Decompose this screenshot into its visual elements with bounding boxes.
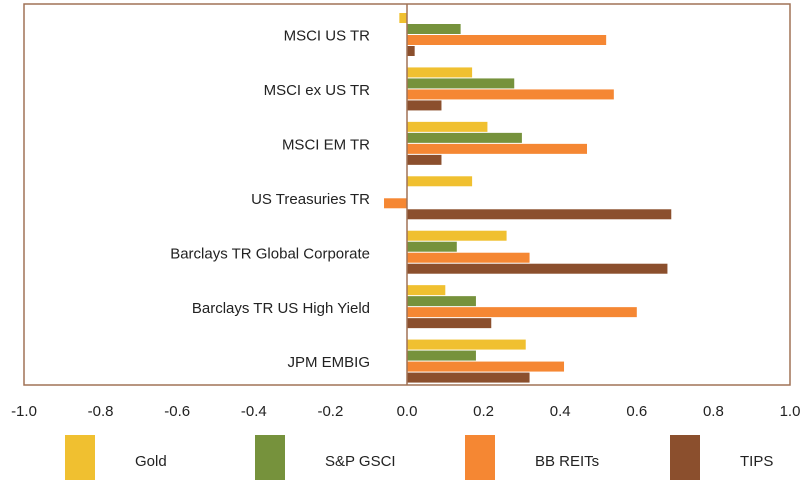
x-tick-label: -0.6 [164,403,190,420]
bar [407,372,530,383]
legend-label: TIPS [740,453,773,470]
x-tick-label: 0.4 [550,403,571,420]
bar [407,35,607,45]
bar [407,154,442,165]
x-tick-label: 0.6 [626,403,647,420]
legend-label: Gold [135,453,167,470]
bar [407,307,637,318]
bar [407,121,488,132]
category-label: Barclays TR Global Corporate [170,245,370,262]
bar [407,339,526,350]
legend-swatch [465,435,495,480]
x-tick-label: -0.4 [241,403,267,420]
bar [407,241,457,252]
bar [407,209,672,220]
bar [407,89,614,100]
x-tick-label: -0.8 [88,403,114,420]
category-label: MSCI EM TR [282,136,370,153]
x-tick-label: -1.0 [11,403,37,420]
bar [407,176,473,187]
bar [407,67,473,78]
x-tick-label: 0.8 [703,403,724,420]
bar [407,24,461,34]
bar [407,46,415,56]
bar [407,285,446,296]
bar [407,100,442,111]
bar [407,361,565,372]
category-label: Barclays TR US High Yield [192,300,370,317]
x-tick-label: -0.2 [317,403,343,420]
bar [407,132,522,143]
bar [407,263,668,274]
x-tick-label: 0.0 [397,403,418,420]
bar [407,252,530,263]
legend-swatch [670,435,700,480]
bar [407,350,476,361]
bar [407,296,476,307]
legend-swatch [255,435,285,480]
category-label: JPM EMBIG [287,354,370,371]
x-tick-label: 0.2 [473,403,494,420]
bar [407,318,492,329]
bar [384,198,407,209]
x-tick-label: 1.0 [780,403,801,420]
bar [407,230,507,241]
legend-label: BB REITs [535,453,599,470]
bar [399,13,407,23]
bar [407,78,515,89]
category-label: MSCI ex US TR [264,82,371,99]
legend-label: S&P GSCI [325,453,396,470]
bar [407,143,588,154]
legend-swatch [65,435,95,480]
category-label: MSCI US TR [284,28,371,45]
category-label: US Treasuries TR [251,191,370,208]
